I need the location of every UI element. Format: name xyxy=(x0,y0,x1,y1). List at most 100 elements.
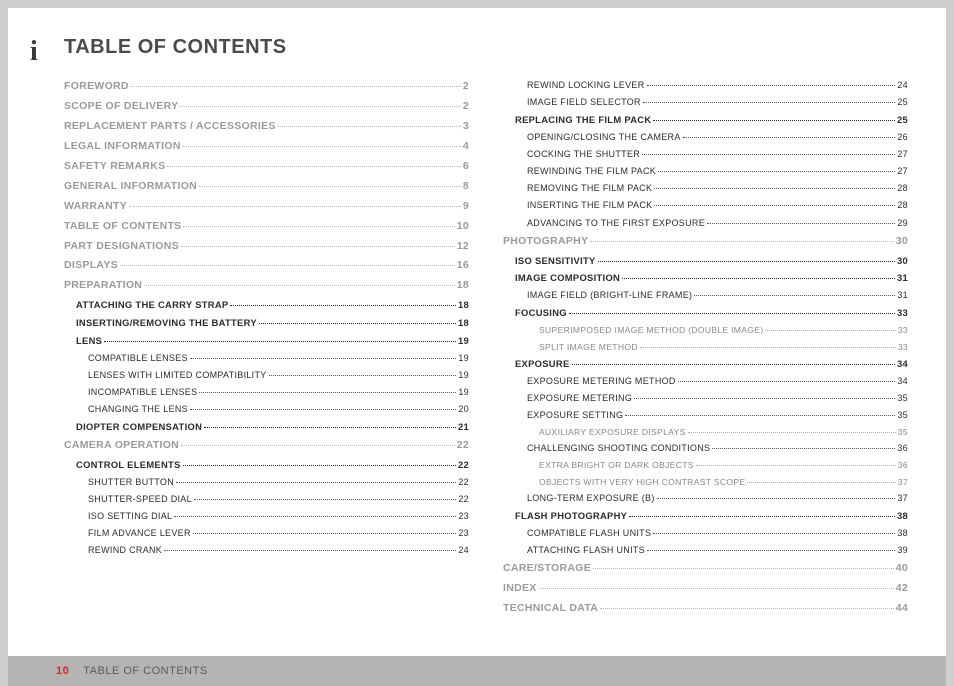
toc-entry: ISO SENSITIVITY30 xyxy=(503,252,908,270)
toc-leader-dots xyxy=(193,533,457,534)
toc-entry: REPLACING THE FILM PACK25 xyxy=(503,111,908,129)
toc-entry-page: 27 xyxy=(897,146,908,163)
toc-entry-label: INSERTING/REMOVING THE BATTERY xyxy=(76,314,257,332)
toc-entry: AUXILIARY EXPOSURE DISPLAYS35 xyxy=(503,424,908,440)
toc-entry: CAMERA OPERATION 22 xyxy=(64,436,469,456)
toc-leader-dots xyxy=(707,223,895,224)
toc-entry-page: 22 xyxy=(458,474,469,491)
toc-entry-label: LENS xyxy=(76,332,102,350)
toc-leader-dots xyxy=(539,588,894,589)
toc-entry-label: FOREWORD xyxy=(64,77,129,97)
toc-entry-page: 35 xyxy=(897,390,908,407)
toc-entry-page: 4 xyxy=(463,137,469,157)
toc-entry-page: 24 xyxy=(458,542,469,559)
toc-entry-label: CONTROL ELEMENTS xyxy=(76,456,181,474)
toc-leader-dots xyxy=(181,246,455,247)
toc-entry-page: 18 xyxy=(458,314,469,332)
toc-leader-dots xyxy=(104,341,456,342)
toc-leader-dots xyxy=(747,482,895,483)
toc-entry: CONTROL ELEMENTS 22 xyxy=(64,456,469,474)
toc-leader-dots xyxy=(625,415,895,416)
toc-entry: TABLE OF CONTENTS10 xyxy=(64,217,469,237)
toc-entry-label: DISPLAYS xyxy=(64,256,118,276)
toc-entry-label: COMPATIBLE LENSES xyxy=(88,350,188,367)
toc-leader-dots xyxy=(199,186,461,187)
toc-entry: INDEX 42 xyxy=(503,579,908,599)
toc-leader-dots xyxy=(190,409,456,410)
toc-column-right: REWIND LOCKING LEVER24IMAGE FIELD SELECT… xyxy=(503,77,908,636)
toc-leader-dots xyxy=(167,166,460,167)
footer: 10 TABLE OF CONTENTS xyxy=(8,656,946,686)
toc-entry: LONG-TERM EXPOSURE (B)37 xyxy=(503,490,908,507)
toc-leader-dots xyxy=(654,188,895,189)
toc-entry-label: PHOTOGRAPHY xyxy=(503,232,588,252)
toc-leader-dots xyxy=(654,205,895,206)
toc-leader-dots xyxy=(269,375,457,376)
toc-leader-dots xyxy=(598,261,895,262)
toc-entry: SHUTTER-SPEED DIAL22 xyxy=(64,491,469,508)
toc-entry: REWINDING THE FILM PACK 27 xyxy=(503,163,908,180)
toc-entry-page: 27 xyxy=(897,163,908,180)
toc-entry: REPLACEMENT PARTS / ACCESSORIES3 xyxy=(64,117,469,137)
toc-leader-dots xyxy=(593,568,894,569)
toc-entry-label: REPLACING THE FILM PACK xyxy=(515,111,651,129)
toc-leader-dots xyxy=(181,445,455,446)
toc-entry-label: PART DESIGNATIONS xyxy=(64,237,179,257)
toc-leader-dots xyxy=(278,126,461,127)
toc-entry-label: EXTRA BRIGHT OR DARK OBJECTS xyxy=(539,457,694,473)
toc-entry-page: 18 xyxy=(458,296,469,314)
toc-entry: EXPOSURE SETTING35 xyxy=(503,407,908,424)
toc-entry-label: EXPOSURE xyxy=(515,355,570,373)
toc-leader-dots xyxy=(696,465,896,466)
toc-leader-dots xyxy=(572,364,895,365)
toc-entry-label: SHUTTER-SPEED DIAL xyxy=(88,491,192,508)
toc-entry-page: 22 xyxy=(457,436,469,456)
toc-entry-label: SCOPE OF DELIVERY xyxy=(64,97,178,117)
toc-entry-label: ATTACHING THE CARRY STRAP xyxy=(76,296,228,314)
toc-entry: SCOPE OF DELIVERY2 xyxy=(64,97,469,117)
toc-leader-dots xyxy=(640,347,896,348)
toc-entry-label: LENSES WITH LIMITED COMPATIBILITY xyxy=(88,367,267,384)
toc-entry-label: REWIND LOCKING LEVER xyxy=(527,77,645,94)
toc-entry: ADVANCING TO THE FIRST EXPOSURE29 xyxy=(503,215,908,232)
toc-leader-dots xyxy=(144,285,455,286)
toc-entry-label: REPLACEMENT PARTS / ACCESSORIES xyxy=(64,117,276,137)
toc-entry-label: INDEX xyxy=(503,579,537,599)
toc-entry: EXTRA BRIGHT OR DARK OBJECTS36 xyxy=(503,457,908,473)
toc-entry: TECHNICAL DATA44 xyxy=(503,599,908,619)
toc-leader-dots xyxy=(259,323,456,324)
toc-entry-label: OPENING/CLOSING THE CAMERA xyxy=(527,129,681,146)
toc-leader-dots xyxy=(131,86,461,87)
toc-entry-label: REWINDING THE FILM PACK xyxy=(527,163,656,180)
toc-entry: SUPERIMPOSED IMAGE METHOD (DOUBLE IMAGE)… xyxy=(503,322,908,338)
page-title: TABLE OF CONTENTS xyxy=(64,36,908,59)
toc-entry: CARE/STORAGE40 xyxy=(503,559,908,579)
toc-entry: FLASH PHOTOGRAPHY38 xyxy=(503,507,908,525)
toc-entry-label: LONG-TERM EXPOSURE (B) xyxy=(527,490,655,507)
toc-entry-page: 35 xyxy=(898,424,908,440)
toc-entry-page: 34 xyxy=(897,355,908,373)
toc-entry: LEGAL INFORMATION 4 xyxy=(64,137,469,157)
toc-entry-page: 30 xyxy=(896,232,908,252)
toc-entry: CHALLENGING SHOOTING CONDITIONS36 xyxy=(503,440,908,457)
toc-entry-page: 30 xyxy=(897,252,908,270)
toc-leader-dots xyxy=(765,330,895,331)
toc-entry-label: CAMERA OPERATION xyxy=(64,436,179,456)
toc-leader-dots xyxy=(600,608,894,609)
toc-leader-dots xyxy=(683,137,896,138)
toc-entry-page: 19 xyxy=(458,332,469,350)
toc-entry-label: EXPOSURE METERING xyxy=(527,390,632,407)
toc-leader-dots xyxy=(120,265,455,266)
toc-entry-label: IMAGE FIELD SELECTOR xyxy=(527,94,641,111)
toc-entry-page: 38 xyxy=(897,525,908,542)
toc-leader-dots xyxy=(642,154,895,155)
toc-leader-dots xyxy=(190,358,457,359)
toc-entry-label: CHANGING THE LENS xyxy=(88,401,188,418)
toc-entry: EXPOSURE METERING 35 xyxy=(503,390,908,407)
toc-entry-page: 12 xyxy=(457,237,469,257)
toc-entry: COCKING THE SHUTTER27 xyxy=(503,146,908,163)
toc-entry-page: 22 xyxy=(458,456,469,474)
toc-entry-label: LEGAL INFORMATION xyxy=(64,137,181,157)
toc-entry-page: 42 xyxy=(896,579,908,599)
toc-entry-label: SUPERIMPOSED IMAGE METHOD (DOUBLE IMAGE) xyxy=(539,322,763,338)
